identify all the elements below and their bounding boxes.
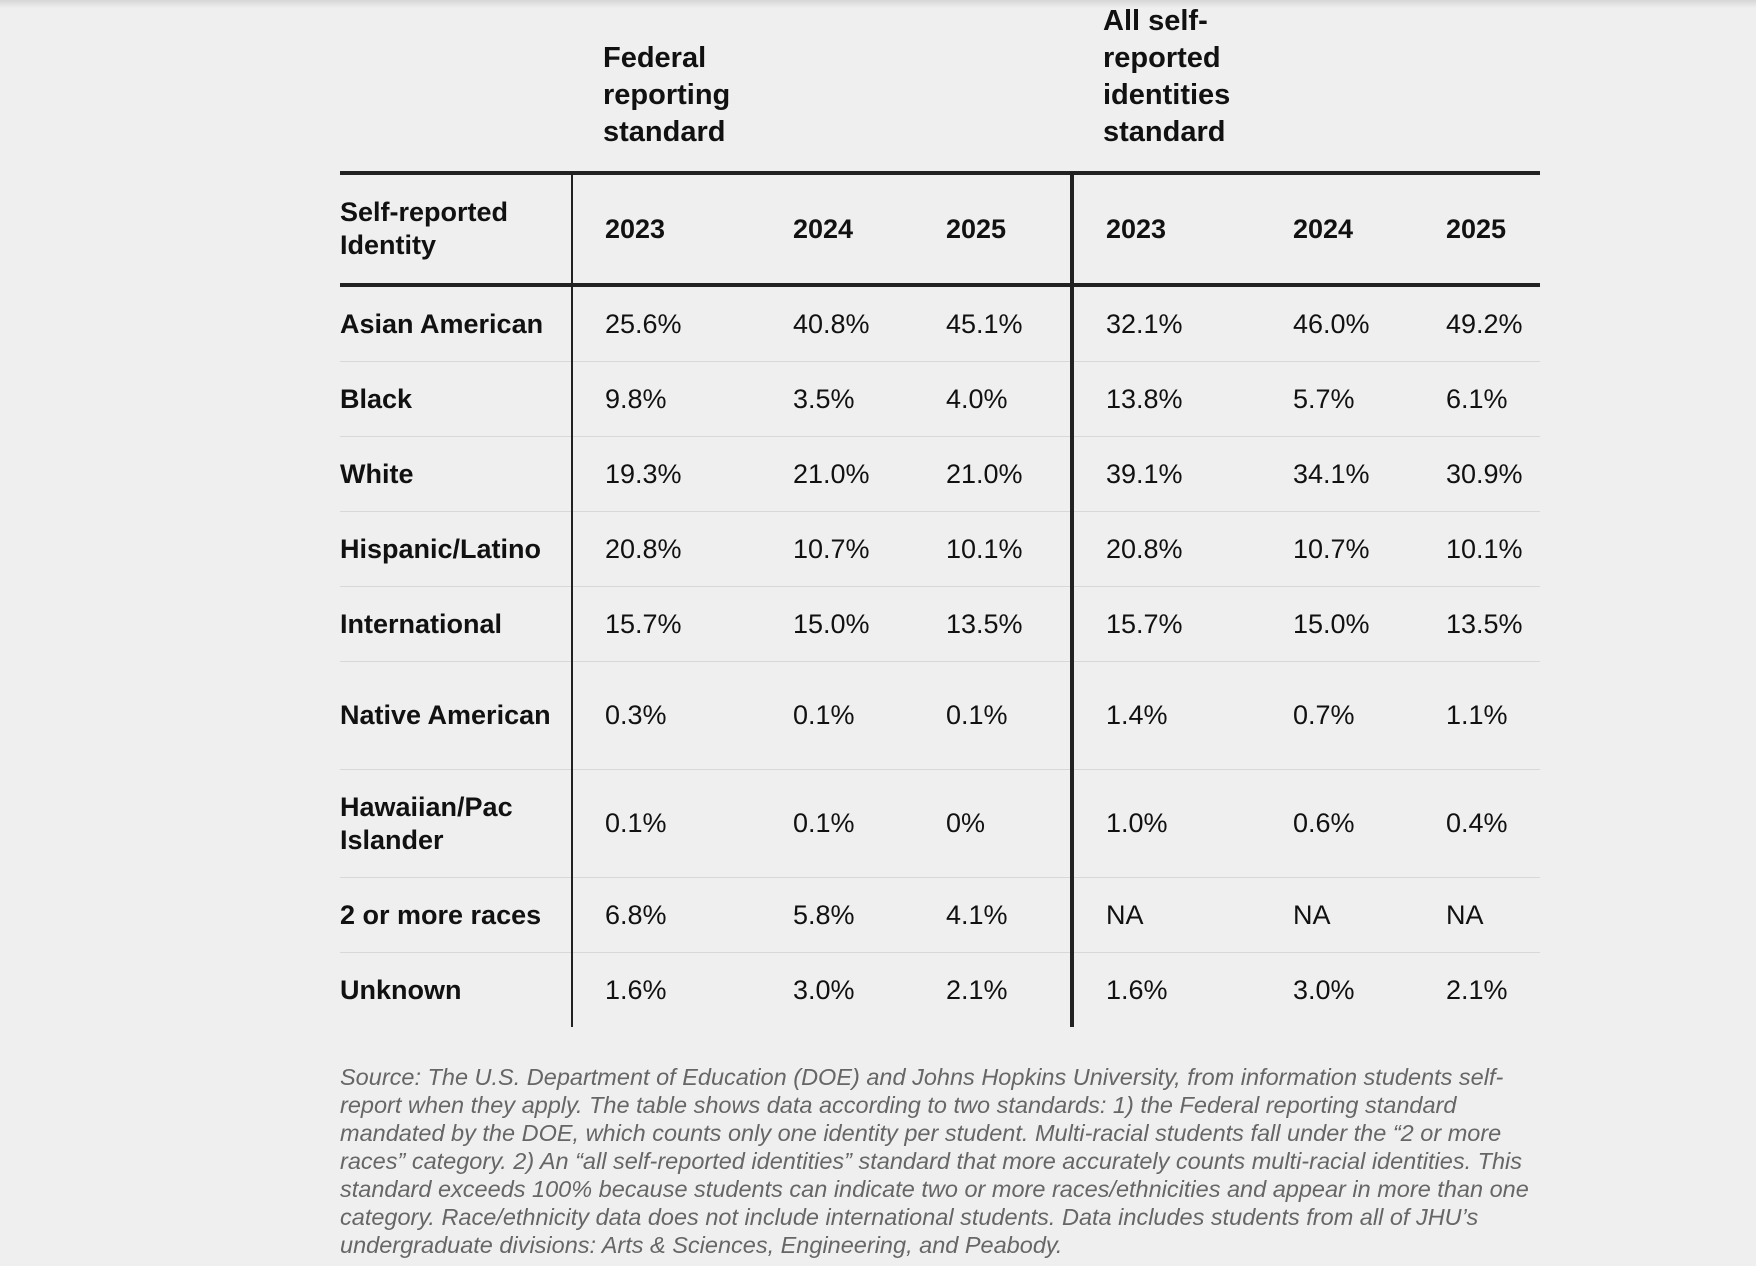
header-cell: 2024 <box>1261 171 1414 287</box>
cell: 1.4% <box>1070 661 1261 770</box>
cell: 19.3% <box>571 436 761 512</box>
cell: 21.0% <box>761 436 914 512</box>
cell: 0.4% <box>1414 769 1540 878</box>
cell: 25.6% <box>571 285 761 362</box>
header-cell: 2024 <box>761 171 914 287</box>
cell: 6.1% <box>1414 361 1540 437</box>
row-label: Native American <box>340 661 572 770</box>
cell: 13.5% <box>1414 586 1540 662</box>
cell: 40.8% <box>761 285 914 362</box>
cell: 0.6% <box>1261 769 1414 878</box>
cell: 1.6% <box>571 952 761 1027</box>
group-header: Federal reporting standard <box>603 42 731 148</box>
cell: 49.2% <box>1414 285 1540 362</box>
cell: 15.0% <box>1261 586 1414 662</box>
cell: 15.7% <box>1070 586 1261 662</box>
cell: 15.0% <box>761 586 914 662</box>
cell: 0.1% <box>914 661 1072 770</box>
cell: 0.3% <box>571 661 761 770</box>
cell: 0% <box>914 769 1072 878</box>
cell: 13.8% <box>1070 361 1261 437</box>
cell: 4.0% <box>914 361 1072 437</box>
cell: 0.1% <box>571 769 761 878</box>
header-cell: 2023 <box>571 171 761 287</box>
cell: NA <box>1414 877 1540 953</box>
footnote: Source: The U.S. Department of Education… <box>340 1064 1529 1258</box>
cell: 5.8% <box>761 877 914 953</box>
row-label: International <box>340 586 572 662</box>
cell: 13.5% <box>914 586 1072 662</box>
cell: 4.1% <box>914 877 1072 953</box>
cell: 10.1% <box>1414 511 1540 587</box>
row-label: Hispanic/Latino <box>340 511 572 587</box>
cell: 0.7% <box>1261 661 1414 770</box>
cell: 15.7% <box>571 586 761 662</box>
table-row: Hawaiian/Pac Islander 0.1% 0.1% 0% 1.0% 0.6% 0… <box>340 769 1540 878</box>
cell: 3.5% <box>761 361 914 437</box>
row-label: Unknown <box>340 974 462 1005</box>
table-row: International 15.7% 15.0% 13.5% 15.7% 15.0% 13… <box>340 586 1540 662</box>
table-row: 2 or more races 6.8% 5.8% 4.1% NA NA NA <box>340 877 1540 953</box>
row-label: Hawaiian/Pac Islander <box>340 769 572 878</box>
header-row: Self-reported Identity 2023 2024 2025 2023 20… <box>340 171 1540 287</box>
row-label: 2 or more races <box>340 877 572 953</box>
cell: 1.1% <box>1414 661 1540 770</box>
cell: NA <box>1261 877 1414 953</box>
cell: 0.1% <box>761 769 914 878</box>
row-label: White <box>340 436 572 512</box>
table-row: Asian American 25.6% 40.8% 45.1% 32.1% 46.0% 4… <box>340 285 1540 362</box>
cell: 34.1% <box>1261 436 1414 512</box>
row-label: Black <box>340 361 572 437</box>
top-shadow <box>0 0 1756 8</box>
cell: 3.0% <box>793 974 855 1005</box>
cell: 46.0% <box>1261 285 1414 362</box>
group-header: All self-reported identities standard <box>1103 5 1231 148</box>
table-row: Hispanic/Latino 20.8% 10.7% 10.1% 20.8% 10.7%… <box>340 511 1540 587</box>
cell: 10.7% <box>1261 511 1414 587</box>
cell: 1.0% <box>1070 769 1261 878</box>
header-cell: 2025 <box>914 171 1072 287</box>
row-label: Asian American <box>340 285 572 362</box>
cell: NA <box>1070 877 1261 953</box>
cell: 20.8% <box>571 511 761 587</box>
cell: 10.1% <box>914 511 1072 587</box>
cell: 2.1% <box>1446 974 1508 1005</box>
table-row: Unknown 1.6% 3.0% 2.1% 1.6% 3.0% 2.1% <box>340 952 1540 1027</box>
header-cell: 2025 <box>1414 171 1540 287</box>
cell: 20.8% <box>1070 511 1261 587</box>
cell: 2.1% <box>946 974 1008 1005</box>
cell: 3.0% <box>1293 974 1355 1005</box>
cell: 45.1% <box>914 285 1072 362</box>
header-cell: 2023 <box>1070 171 1261 287</box>
cell: 30.9% <box>1414 436 1540 512</box>
data-table: Self-reported Identity 2023 2024 2025 2023 20… <box>340 171 1540 1027</box>
cell: 10.7% <box>761 511 914 587</box>
header-cell: Self-reported Identity <box>340 171 572 287</box>
cell: 21.0% <box>914 436 1072 512</box>
table-row: White 19.3% 21.0% 21.0% 39.1% 34.1% 30.9% <box>340 436 1540 512</box>
cell: 9.8% <box>571 361 761 437</box>
cell: 6.8% <box>571 877 761 953</box>
cell: 0.1% <box>761 661 914 770</box>
cell: 32.1% <box>1070 285 1261 362</box>
table-row: Native American 0.3% 0.1% 0.1% 1.4% 0.7% 1.1% <box>340 661 1540 770</box>
table-row: Black 9.8% 3.5% 4.0% 13.8% 5.7% 6.1% <box>340 361 1540 437</box>
cell: 39.1% <box>1070 436 1261 512</box>
cell: 1.6% <box>1070 952 1261 1027</box>
cell: 5.7% <box>1261 361 1414 437</box>
